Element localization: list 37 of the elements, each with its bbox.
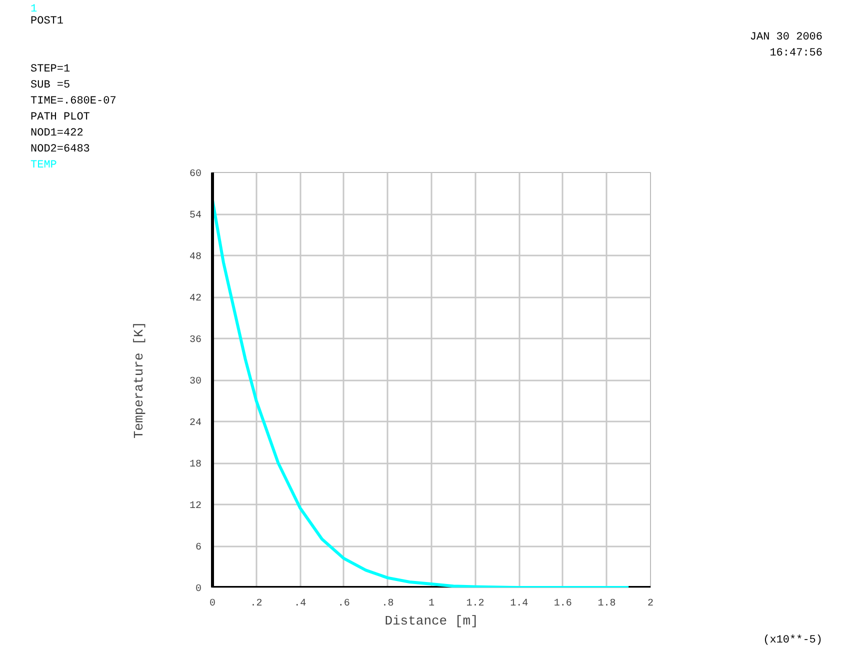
x-tick-label: 1.4 bbox=[510, 598, 528, 610]
y-tick-label: 0 bbox=[196, 584, 202, 595]
text: PATH PLOT bbox=[30, 112, 90, 124]
text: TIME=.680E-07 bbox=[30, 96, 116, 108]
x-tick-label: 1 bbox=[428, 598, 435, 610]
y-tick-label: 54 bbox=[190, 210, 202, 222]
y-tick-label: 60 bbox=[190, 169, 202, 180]
text: (x10**-5) bbox=[763, 634, 823, 646]
x-tick-label: 1.6 bbox=[554, 598, 572, 610]
x-tick-label: 0 bbox=[210, 598, 216, 610]
line-series bbox=[212, 198, 630, 588]
y-tick-label: 12 bbox=[190, 501, 202, 512]
text: STEP=1 bbox=[30, 64, 71, 76]
text: NOD1=422 bbox=[30, 128, 84, 140]
y-tick-label: 48 bbox=[190, 252, 202, 263]
x-tick-label: 1.8 bbox=[598, 598, 616, 610]
y-tick-label: 36 bbox=[190, 335, 202, 346]
y-tick-label: 30 bbox=[190, 376, 202, 388]
x-tick-label: .2 bbox=[250, 598, 262, 610]
text: 1 bbox=[30, 4, 38, 16]
x-tick-label: .6 bbox=[338, 598, 350, 610]
y-tick-label: 42 bbox=[190, 294, 202, 304]
x-tick-label: 2 bbox=[648, 598, 654, 610]
text: SUB =5 bbox=[30, 80, 70, 92]
text: 16:47:56 bbox=[770, 48, 823, 60]
y-tick-label: 18 bbox=[190, 460, 202, 470]
x-axis-title: Distance [m] bbox=[384, 614, 478, 628]
y-axis-title: Temperature [K] bbox=[132, 321, 146, 439]
x-tick-label: 1.2 bbox=[466, 598, 484, 610]
x-tick-label: .4 bbox=[294, 598, 306, 610]
text: TEMP bbox=[30, 160, 58, 172]
y-tick-label: 6 bbox=[196, 542, 202, 554]
y-tick-label: 24 bbox=[190, 418, 202, 429]
text: NOD2=6483 bbox=[30, 144, 90, 156]
text: POST1 bbox=[30, 16, 64, 28]
x-tick-label: .8 bbox=[382, 598, 394, 610]
text: JAN 30 2006 bbox=[750, 32, 823, 44]
